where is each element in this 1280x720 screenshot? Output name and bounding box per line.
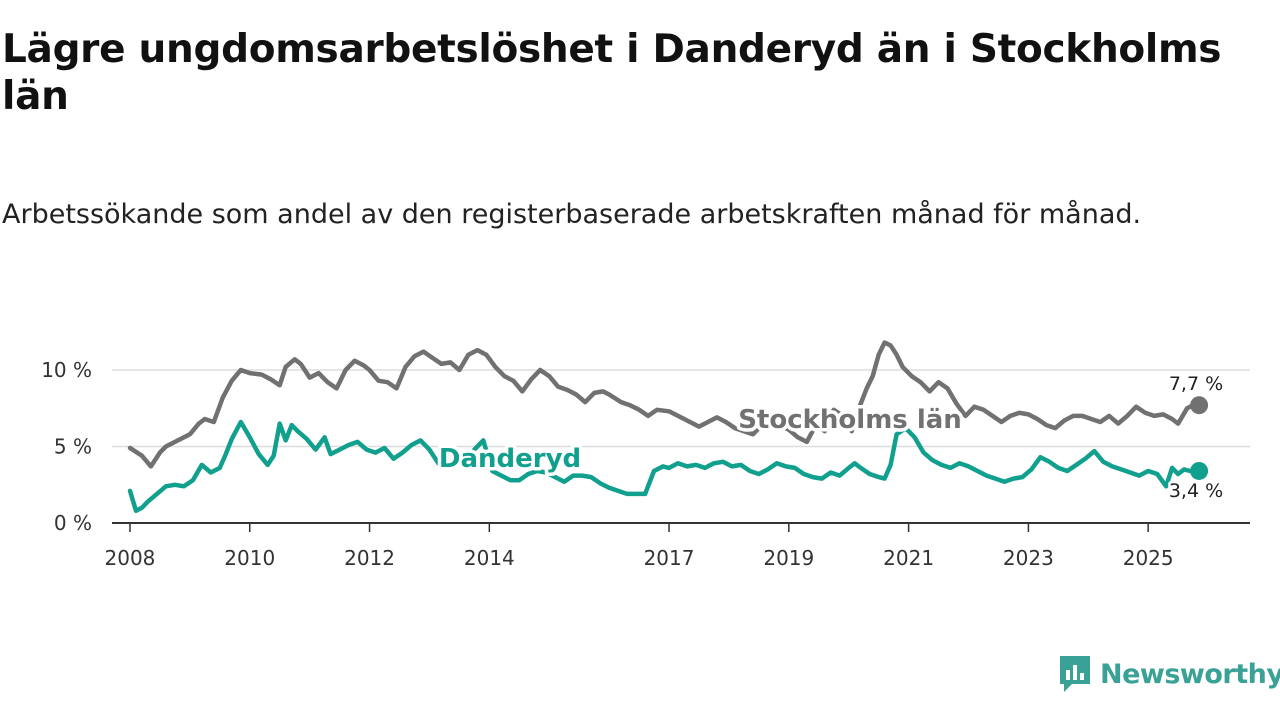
x-tick-label: 2021 xyxy=(883,546,934,570)
series-line-stockholms-lan xyxy=(127,340,1202,469)
x-tick-label: 2023 xyxy=(1003,546,1054,570)
x-tick-label: 2012 xyxy=(344,546,395,570)
series-label-stockholms-lan: Stockholms län xyxy=(738,405,962,435)
end-value-label-danderyd: 3,4 % xyxy=(1169,480,1223,502)
x-tick-label: 2025 xyxy=(1123,546,1174,570)
newsworthy-logo-icon xyxy=(1060,656,1090,692)
brand-name: Newsworthy xyxy=(1100,658,1280,690)
x-tick-label: 2019 xyxy=(763,546,814,570)
x-tick-label: 2008 xyxy=(105,546,156,570)
series-line-danderyd xyxy=(127,419,1202,514)
end-value-label-stockholms-lan: 7,7 % xyxy=(1169,373,1223,395)
gridlines xyxy=(112,369,1250,448)
chart-subtitle: Arbetssökande som andel av den registerb… xyxy=(2,199,1142,230)
series-labels: Stockholms län Danderyd 7,7 % 3,4 % xyxy=(435,371,1225,505)
y-tick-label: 10 % xyxy=(41,358,92,382)
end-point-stockholms-lan xyxy=(1190,396,1209,415)
y-axis-ticks: 0 % 5 % 10 % xyxy=(41,358,92,535)
x-tick-label: 2017 xyxy=(644,546,695,570)
y-tick-label: 0 % xyxy=(54,511,92,535)
x-tick-label: 2014 xyxy=(464,546,515,570)
x-axis: 2008 2010 2012 2014 2017 2019 2021 2023 2025 xyxy=(105,522,1250,570)
x-tick-label: 2010 xyxy=(224,546,275,570)
end-point-danderyd xyxy=(1190,461,1209,480)
y-tick-label: 5 % xyxy=(54,435,92,459)
series-label-danderyd: Danderyd xyxy=(439,444,581,474)
series-lines xyxy=(127,340,1209,514)
newsworthy-brand: Newsworthy xyxy=(1058,653,1280,695)
chart-title: Lägre ungdomsarbetslöshet i Danderyd än … xyxy=(2,27,1222,119)
